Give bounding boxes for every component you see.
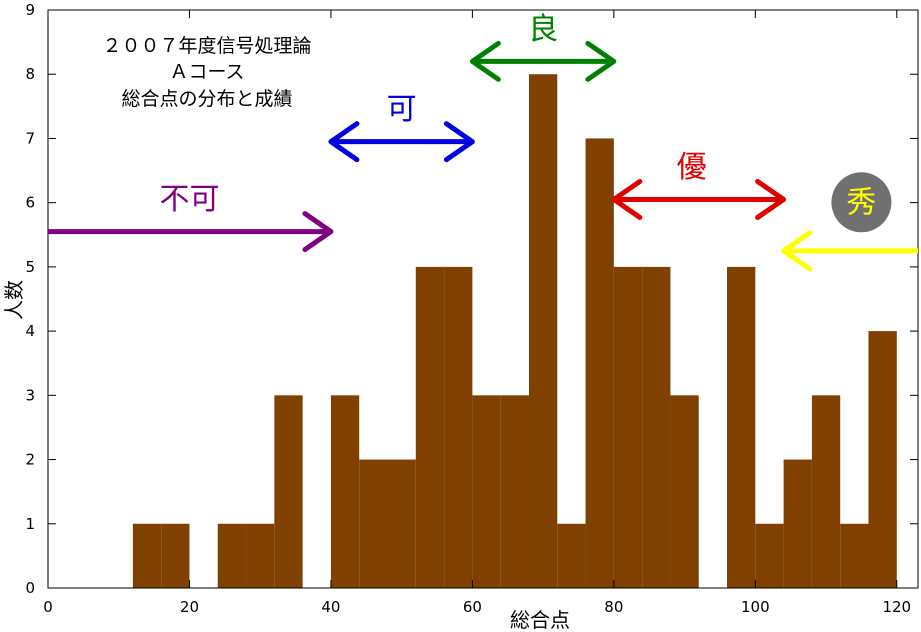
histogram-bar-4 [246,523,275,588]
grade-label-2: 良 [528,12,558,47]
histogram-bar-5 [274,395,303,588]
histogram-bar-13 [500,395,529,588]
grade-label-4: 秀 [846,185,876,220]
x-tick-label-5: 100 [741,598,770,616]
histogram-bar-10 [415,266,445,588]
grade-band-4: 秀 [781,172,918,272]
grade-band-2: 良 [469,12,617,82]
y-tick-label-9: 9 [25,1,35,19]
histogram-bar-22 [755,523,784,588]
histogram-bar-26 [868,331,897,588]
x-tick-label-3: 60 [463,598,482,616]
grade-label-0: 不可 [159,182,219,217]
grade-arrow-head-start-3 [611,178,643,220]
histogram-bar-19 [670,395,699,588]
grade-arrow-head-end-2 [585,40,617,82]
histogram-bar-25 [840,523,869,588]
y-tick-label-2: 2 [25,451,35,469]
grade-arrow-head-end-1 [443,121,475,163]
histogram-bar-23 [783,459,812,588]
x-tick-label-1: 20 [180,598,199,616]
y-axis-label: 人数 [2,280,26,320]
grade-label-1: 可 [387,92,417,127]
grade-label-3: 優 [677,150,707,185]
plot-frame [47,9,919,589]
histogram-bar-15 [557,523,586,588]
grade-arrow-head-end-3 [755,178,787,220]
x-tick-label-6: 120 [882,598,911,616]
grade-band-0: 不可 [48,182,334,253]
histogram-bar-1 [161,523,190,588]
grade-arrow-head-start-2 [469,40,501,82]
y-tick-label-6: 6 [25,194,35,212]
grade-band-1: 可 [328,92,475,163]
histogram-bar-8 [359,459,388,588]
histogram-bar-11 [444,266,473,588]
grade-band-3: 優 [611,150,787,220]
chart-title-line-2: Ａコース [169,61,244,83]
x-tick-label-0: 0 [43,598,53,616]
histogram-bar-0 [132,523,162,588]
histogram-bar-7 [330,395,360,588]
histogram-bar-16 [585,138,614,588]
histogram-bar-14 [528,74,558,588]
grades-layer: 不可 可 良優秀 [48,12,918,272]
y-tick-label-1: 1 [25,515,35,533]
y-tick-label-8: 8 [25,65,35,83]
grade-arrow-head-end-0 [302,211,334,253]
histogram-bar-12 [472,395,501,588]
histogram-bar-9 [387,459,416,588]
x-tick-label-2: 40 [321,598,340,616]
grade-arrow-head-start-1 [328,121,360,163]
y-tick-label-4: 4 [25,322,35,340]
grade-badge-4 [831,172,892,233]
y-tick-label-3: 3 [25,386,35,404]
chart-title-line-3: 総合点の分布と成績 [121,88,292,110]
x-tick-label-4: 80 [604,598,623,616]
y-tick-label-0: 0 [25,579,35,597]
histogram-bar-3 [217,523,247,588]
x-axis-label: 総合点 [510,608,570,632]
bars-layer [132,74,897,588]
histogram-bar-24 [811,395,841,588]
histogram-bar-18 [642,266,671,588]
y-tick-label-7: 7 [25,129,35,147]
axes-layer: 0 1 2 3 4 5 6 7 8 9 0 20 40 60 80 100 120 [25,1,919,616]
histogram-bar-21 [727,266,756,588]
chart-title-line-1: ２００７年度信号処理論 [102,35,311,57]
histogram-bar-17 [613,266,643,588]
y-tick-label-5: 5 [25,258,35,276]
grade-arrow-head-end-4 [781,230,813,272]
